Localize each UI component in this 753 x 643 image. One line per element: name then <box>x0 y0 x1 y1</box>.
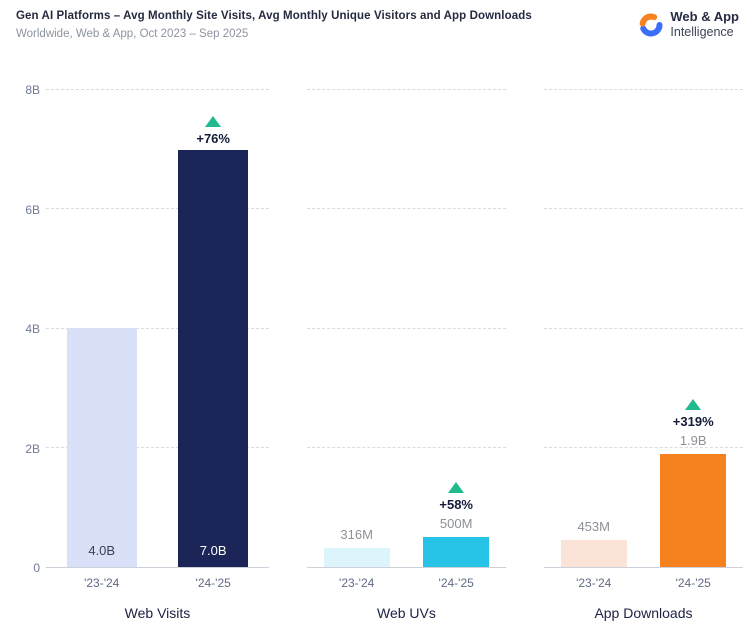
bar-value-label: 4.0B <box>88 543 116 559</box>
bar-group: +58% 500M <box>423 482 490 568</box>
growth-percent-label: +58% <box>439 497 473 513</box>
x-tick-label: '23-'24 <box>84 576 120 591</box>
report-subtitle: Worldwide, Web & App, Oct 2023 – Sep 202… <box>16 28 249 40</box>
growth-up-icon <box>205 115 222 127</box>
bar-value-label: 7.0B <box>199 543 227 559</box>
gridline <box>306 327 506 329</box>
x-tick-label: '24-'25 <box>675 576 711 591</box>
bar-value-label: 1.9B <box>679 432 707 448</box>
growth-annotation: +319% <box>673 399 714 429</box>
bar-group: 4.0B <box>66 328 137 568</box>
gridline <box>543 208 743 210</box>
plot-area: 4.0B +76% 7.0B <box>46 89 269 569</box>
x-tick-label: '23-'24 <box>339 576 375 591</box>
panel-title: Web UVs <box>377 605 436 622</box>
panel-title: App Downloads <box>594 605 693 622</box>
growth-annotation: +76% <box>196 115 230 146</box>
bar-group: +319% 1.9B <box>660 399 727 568</box>
brand-text: Web & App Intelligence <box>670 9 739 40</box>
bar-group: 453M <box>560 518 627 568</box>
x-tick-label: '23-'24 <box>576 576 612 591</box>
x-axis: '23-'24 '24-'25 <box>46 576 269 590</box>
bar-group: +76% 7.0B <box>178 115 249 568</box>
bar-value-label: 500M <box>439 515 473 531</box>
gridline <box>46 208 269 210</box>
chart-area: 0 2B 4B 6B 8B 4.0B +76% <box>16 84 743 622</box>
chart-panels: 4.0B +76% 7.0B '23-'24 <box>46 89 743 622</box>
panel-app-downloads: 453M +319% 1.9B '23-'24 '24-'25 <box>543 89 743 622</box>
x-tick-label: '24-'25 <box>195 576 231 591</box>
y-axis: 0 2B 4B 6B 8B <box>16 84 46 574</box>
gridline <box>46 327 269 329</box>
x-axis: '23-'24 '24-'25 <box>307 576 506 590</box>
gridline <box>46 446 269 448</box>
gridline <box>543 89 743 91</box>
brand-logo-icon <box>639 13 663 37</box>
bar-24-25: 7.0B <box>178 150 249 568</box>
growth-up-icon <box>448 482 465 494</box>
bar-23-24 <box>560 540 627 568</box>
gridline <box>46 89 269 91</box>
bar-value-label: 316M <box>340 526 373 542</box>
report-titles: Gen AI Platforms – Avg Monthly Site Visi… <box>16 10 532 40</box>
y-axis-tick: 4B <box>25 322 40 337</box>
brand-tagline: Intelligence <box>670 25 734 40</box>
plot-area: 316M +58% 500M <box>306 89 506 569</box>
growth-percent-label: +319% <box>672 414 714 430</box>
gridline <box>543 327 743 329</box>
y-axis-tick: 0 <box>33 561 40 576</box>
gridline <box>306 208 506 210</box>
brand-name: Web & App <box>670 9 739 24</box>
y-axis-tick: 8B <box>25 83 40 98</box>
growth-percent-label: +76% <box>196 130 230 146</box>
bar-group: 316M <box>323 526 390 568</box>
growth-up-icon <box>685 399 702 411</box>
panel-web-visits: 4.0B +76% 7.0B '23-'24 <box>46 89 269 622</box>
report-header: Gen AI Platforms – Avg Monthly Site Visi… <box>16 9 743 40</box>
brand-logo: Web & App Intelligence <box>639 9 743 40</box>
plot-area: 453M +319% 1.9B <box>543 89 743 569</box>
bar-23-24: 4.0B <box>66 328 137 568</box>
panel-title: Web Visits <box>124 605 191 622</box>
bar-24-25 <box>423 537 490 568</box>
bar-24-25 <box>660 454 727 568</box>
bar-23-24 <box>323 548 390 568</box>
x-tick-label: '24-'25 <box>438 576 474 591</box>
y-axis-tick: 6B <box>25 202 40 217</box>
growth-annotation: +58% <box>439 482 473 512</box>
gridline <box>306 446 506 448</box>
x-axis: '23-'24 '24-'25 <box>544 576 743 590</box>
panel-web-uvs: 316M +58% 500M '23-'24 '24-'25 <box>306 89 506 622</box>
report-title: Gen AI Platforms – Avg Monthly Site Visi… <box>16 10 532 22</box>
y-axis-tick: 2B <box>25 441 40 456</box>
gridline <box>306 89 506 91</box>
bar-value-label: 453M <box>577 518 610 534</box>
gridline <box>543 446 743 448</box>
